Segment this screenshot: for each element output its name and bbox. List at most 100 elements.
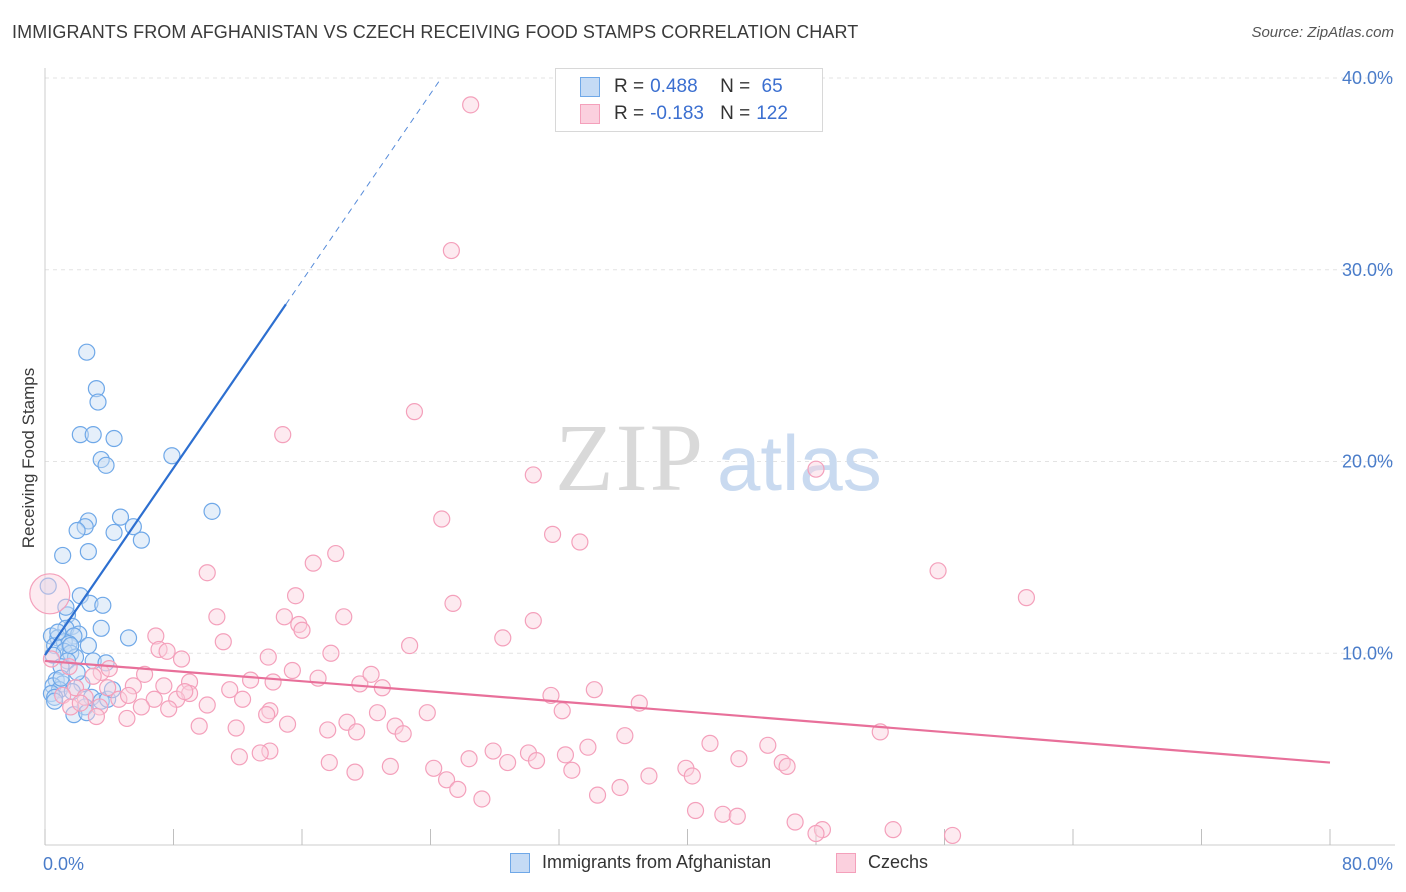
x-tick-label: 80.0% [1342,854,1393,874]
afghanistan-point [68,521,86,540]
czechs-point [60,658,78,676]
czechs-point [542,686,560,705]
czechs-point [929,562,947,580]
czechs-point [230,748,248,766]
czechs-point [42,650,61,668]
series-swatch-czechs [836,852,856,873]
czechs-point [556,746,575,764]
czechs-point [145,690,163,708]
czechs-point [585,681,603,699]
czechs-point [198,564,216,582]
czechs-point [807,824,825,843]
afghanistan-point [71,426,89,444]
czechs-point [778,757,796,775]
afghanistan-point [94,596,112,614]
czechs-point [1017,589,1036,607]
afghanistan-point [39,577,57,595]
czechs-point [258,706,276,724]
czechs-trend-line [44,659,1331,764]
czechs-point [418,704,436,722]
afghanistan-point [79,543,97,561]
czechs-point [71,694,89,712]
afghanistan-point [78,343,96,361]
czechs-point [728,807,746,825]
tick-labels: 10.0% 20.0% 30.0% 40.0% 0.0% 80.0% [43,68,1393,874]
afghanistan-point [87,380,106,398]
czechs-point [100,659,118,678]
afghanistan-point [62,636,80,655]
czechs-point [233,690,252,708]
czechs-point [286,587,305,605]
stats-legend: R = 0.488 N = 65 R = -0.183 N = 122 [555,68,823,132]
czechs-point [293,621,311,639]
afghanistan-point [203,502,221,520]
afghanistan-point [132,531,150,549]
czechs-point [683,767,701,785]
czechs-point [368,704,387,722]
watermark-atlas: atlas [717,419,882,507]
czechs-point [943,826,962,845]
czechs-point [251,744,269,762]
series-legend-afghanistan[interactable]: Immigrants from Afghanistan [510,852,771,873]
legend-row-afghanistan: R = 0.488 N = 65 [580,75,783,99]
czechs-point [91,698,109,716]
czechs-point [155,677,173,695]
afghanistan-point [54,546,72,565]
afghanistan-point [76,518,94,536]
czechs-point [405,403,424,421]
y-tick-label: 10.0% [1342,643,1393,663]
czechs-point [327,544,345,563]
czechs-point [147,627,165,645]
czechs-point [442,241,460,260]
czechs-point [227,719,245,737]
afghanistan-point [79,636,97,655]
czechs-point [449,780,467,798]
czechs-point [278,715,297,733]
czechs-point [259,648,277,666]
afghanistan-point [119,629,138,647]
afghanistan-point [92,619,110,637]
czechs-point [524,612,542,630]
czechs-point [543,525,562,543]
afghanistan-point [111,508,130,526]
czechs-point [346,763,364,781]
czechs-point [460,750,478,768]
czechs-point [484,742,502,760]
afghanistan-point [57,598,75,616]
legend-r-label: R = [614,103,645,124]
y-tick-label: 30.0% [1342,260,1393,280]
y-tick-label: 20.0% [1342,452,1393,472]
czechs-point [701,734,719,752]
legend-n-label: N = [720,103,751,124]
czechs-point [730,750,748,768]
czechs-point [686,801,705,820]
czechs-point [462,96,480,114]
y-tick-label: 40.0% [1342,68,1393,88]
legend-swatch-afghanistan [580,77,600,97]
czechs-point [499,753,517,772]
afghanistan-point [163,447,181,465]
czechs-point [494,629,512,647]
czechs-point [320,753,338,772]
czechs-point [433,510,451,528]
czechs-point [640,767,658,785]
czechs-point [110,690,128,708]
afghanistan-point [81,594,99,612]
czechs-point [524,466,542,484]
czechs-point [425,759,443,777]
series-legend-czechs[interactable]: Czechs [836,852,928,873]
czechs-point [322,644,340,662]
czechs-point [563,761,581,779]
watermark: ZIP atlas [555,404,882,511]
czechs-point [119,686,138,705]
czechs-point [160,700,178,718]
czechs-point [264,673,282,691]
czechs-point [759,736,777,754]
czechs-point [221,681,239,699]
czechs-point [274,426,292,444]
afghanistan-point [49,623,67,641]
czechs-point [242,671,260,689]
czechs-point [335,608,353,626]
czechs-point [527,752,546,770]
czechs-point [158,642,176,660]
